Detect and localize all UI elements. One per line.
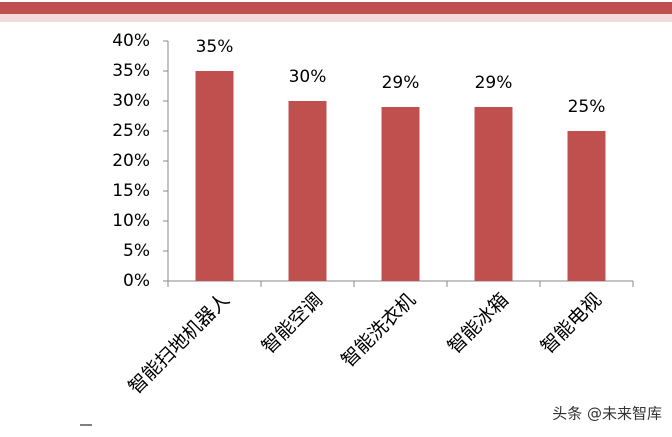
- x-tick-label: 智能冰箱: [444, 289, 513, 358]
- x-tick-label: 智能扫地机器人: [124, 289, 234, 399]
- x-tick-label: 智能电视: [537, 289, 606, 358]
- bar: [288, 101, 327, 281]
- y-tick-label: 15%: [112, 181, 150, 201]
- header-strip: [0, 14, 672, 22]
- bar: [195, 71, 234, 281]
- y-tick-label: 0%: [123, 271, 150, 291]
- value-label: 29%: [382, 73, 420, 93]
- x-tick-label: 智能洗衣机: [337, 289, 420, 372]
- value-label: 25%: [568, 97, 606, 117]
- y-tick-label: 30%: [112, 91, 150, 111]
- bar: [567, 131, 606, 281]
- y-tick-label: 35%: [112, 61, 150, 81]
- y-tick-label: 5%: [123, 241, 150, 261]
- y-tick-label: 10%: [112, 211, 150, 231]
- bar: [474, 107, 513, 281]
- value-label: 35%: [196, 37, 234, 57]
- x-tick-label: 智能空调: [258, 289, 327, 358]
- value-label: 29%: [475, 73, 513, 93]
- y-tick-label: 20%: [112, 151, 150, 171]
- y-tick-label: 40%: [112, 31, 150, 51]
- bar: [381, 107, 420, 281]
- value-label: 30%: [289, 67, 327, 87]
- header-band: [0, 2, 672, 14]
- watermark: 头条 @未来智库: [552, 405, 662, 423]
- y-tick-label: 25%: [112, 121, 150, 141]
